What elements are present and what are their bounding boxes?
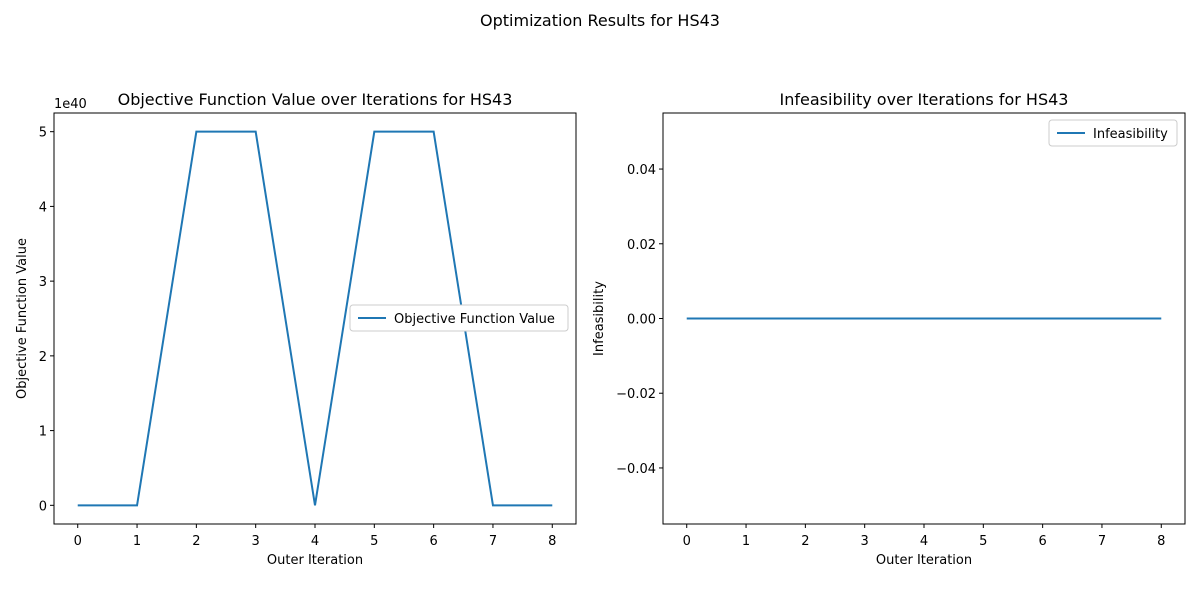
y-tick-label: 0	[39, 499, 47, 514]
x-tick-label: 4	[920, 534, 928, 549]
series-line	[77, 130, 553, 507]
x-tick-label: 6	[429, 534, 437, 549]
y-tick-label: 0.00	[627, 313, 656, 328]
x-tick-label: 6	[1038, 534, 1046, 549]
y-tick-label: 0.04	[627, 163, 656, 178]
y-offset-label: 1e40	[54, 97, 87, 112]
infeasibility-chart: Infeasibility over Iterations for HS43 0 1…	[592, 90, 1186, 568]
y-axis-label: Objective Function Value	[15, 238, 30, 399]
x-tick-label: 7	[1098, 534, 1106, 549]
x-tick-label: 8	[1157, 534, 1165, 549]
figure-suptitle: Optimization Results for HS43	[480, 11, 720, 30]
x-tick-label: 4	[311, 534, 319, 549]
legend-label: Infeasibility	[1093, 127, 1168, 142]
x-tick-label: 8	[548, 534, 556, 549]
y-tick-label: 3	[39, 275, 47, 290]
x-tick-label: 5	[979, 534, 987, 549]
y-tick-label: −0.04	[616, 462, 656, 477]
x-axis-label: Outer Iteration	[267, 553, 363, 568]
x-tick-label: 1	[742, 534, 750, 549]
chart-title: Objective Function Value over Iterations…	[118, 90, 513, 109]
y-axis-label: Infeasibility	[592, 281, 607, 356]
objective-chart: Objective Function Value over Iterations…	[15, 90, 577, 568]
chart-title: Infeasibility over Iterations for HS43	[780, 90, 1069, 109]
y-tick-label: 0.02	[627, 238, 656, 253]
x-tick-label: 5	[370, 534, 378, 549]
legend-box	[349, 304, 569, 332]
x-tick-label: 2	[192, 534, 200, 549]
y-tick-label: −0.02	[616, 387, 656, 402]
y-tick-label: 2	[39, 350, 47, 365]
x-tick-label: 1	[133, 534, 141, 549]
x-tick-label: 7	[489, 534, 497, 549]
x-tick-label: 2	[801, 534, 809, 549]
y-tick-label: 1	[39, 425, 47, 440]
y-tick-label: 4	[39, 200, 47, 215]
legend-label: Objective Function Value	[394, 312, 555, 327]
x-tick-label: 0	[74, 534, 82, 549]
x-tick-label: 0	[683, 534, 691, 549]
legend-box	[1048, 119, 1178, 147]
y-tick-label: 5	[39, 126, 47, 141]
x-tick-label: 3	[861, 534, 869, 549]
x-axis-label: Outer Iteration	[876, 553, 972, 568]
x-tick-label: 3	[252, 534, 260, 549]
